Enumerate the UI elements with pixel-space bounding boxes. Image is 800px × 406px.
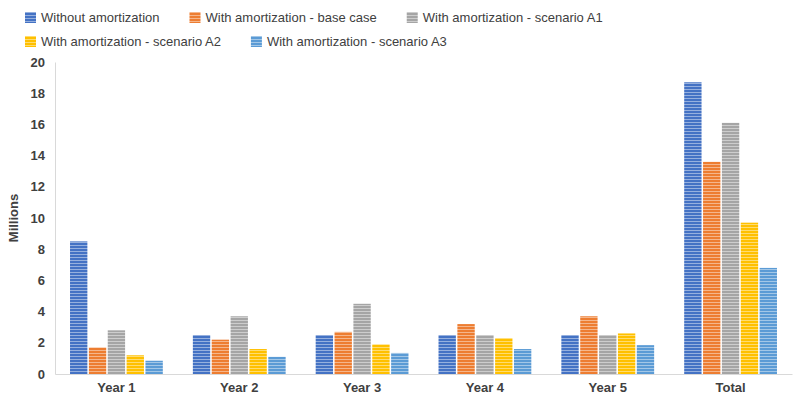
x-tick: Year 4 <box>466 374 505 395</box>
x-tick-label: Year 4 <box>466 380 505 395</box>
y-tick: 4 <box>38 304 55 319</box>
legend-item: With amortization - scenario A2 <box>25 34 221 49</box>
x-tick: Year 5 <box>589 374 627 395</box>
y-tick-label: 2 <box>38 335 45 350</box>
y-tick: 20 <box>31 55 55 70</box>
y-tick-label: 0 <box>38 367 45 382</box>
x-tick: Year 1 <box>97 374 135 395</box>
bar <box>561 335 578 374</box>
bar <box>618 333 635 374</box>
series <box>89 162 721 374</box>
bar <box>495 338 512 374</box>
bar <box>372 344 389 374</box>
bar <box>580 316 597 374</box>
x-tick: Total <box>716 374 746 395</box>
legend-item: With amortization - scenario A3 <box>251 34 447 49</box>
bar <box>89 347 106 374</box>
legend-label: With amortization - scenario A1 <box>423 10 603 25</box>
bar <box>514 349 531 374</box>
y-tick: 12 <box>31 179 55 194</box>
bar <box>703 162 720 374</box>
y-tick-label: 14 <box>31 148 46 163</box>
x-tick-label: Year 2 <box>220 380 258 395</box>
series <box>127 223 759 374</box>
y-tick-label: 6 <box>38 273 45 288</box>
bar <box>391 353 408 374</box>
x-axis-line <box>56 374 793 375</box>
y-tick: 8 <box>38 242 55 257</box>
bar <box>637 345 654 374</box>
series <box>145 268 777 374</box>
legend-item: Without amortization <box>25 10 160 25</box>
legend-swatch <box>251 36 262 47</box>
series <box>108 123 740 374</box>
bar <box>268 357 285 374</box>
y-tick-label: 12 <box>31 179 45 194</box>
legend-swatch <box>25 36 36 47</box>
y-tick: 14 <box>31 148 55 163</box>
y-axis: 0 2 4 6 8 10 12 14 16 18 20 <box>31 55 56 382</box>
y-tick: 6 <box>38 273 55 288</box>
legend-item: With amortization - scenario A1 <box>407 10 603 25</box>
legend-item: With amortization - base case <box>190 10 377 25</box>
legend-label: Without amortization <box>41 10 160 25</box>
x-tick-label: Year 5 <box>589 380 627 395</box>
bar <box>145 361 162 374</box>
bar <box>316 335 333 374</box>
series <box>70 82 702 374</box>
y-tick: 16 <box>31 117 55 132</box>
legend-label: With amortization - scenario A3 <box>267 34 447 49</box>
bar <box>70 241 87 374</box>
legend-label: With amortization - scenario A2 <box>41 34 221 49</box>
legend-swatch <box>25 12 36 23</box>
bar <box>457 324 474 374</box>
legend: Without amortization With amortization - … <box>25 10 603 49</box>
x-tick-label: Year 3 <box>343 380 381 395</box>
bar <box>684 82 701 374</box>
bar <box>127 355 144 374</box>
bar <box>353 304 370 374</box>
chart: 02468101214161820Year 1Year 2Year 3Year … <box>0 0 800 406</box>
y-tick-label: 8 <box>38 242 45 257</box>
bar <box>439 335 456 374</box>
y-tick-label: 10 <box>31 211 45 226</box>
y-tick: 0 <box>38 367 55 382</box>
bar <box>108 330 125 374</box>
bar <box>249 349 266 374</box>
legend-swatch <box>190 12 201 23</box>
x-tick-label: Year 1 <box>97 380 135 395</box>
bar <box>722 123 739 374</box>
y-axis-title: Millions <box>6 194 21 242</box>
bar <box>760 268 777 374</box>
y-tick-label: 16 <box>31 117 45 132</box>
x-axis: Year 1 Year 2 Year 3 Year 4 Year 5 Total <box>56 374 793 395</box>
bar <box>193 335 210 374</box>
y-tick: 10 <box>31 211 55 226</box>
y-tick-label: 18 <box>31 86 45 101</box>
bar <box>476 335 493 374</box>
y-tick-label: 4 <box>38 304 46 319</box>
x-tick: Year 3 <box>343 374 381 395</box>
bars <box>70 82 777 374</box>
bar <box>231 316 248 374</box>
y-axis-line <box>55 63 56 375</box>
y-tick: 18 <box>31 86 55 101</box>
y-tick: 2 <box>38 335 55 350</box>
bar <box>599 335 616 374</box>
legend-swatch <box>407 12 418 23</box>
legend-label: With amortization - base case <box>206 10 377 25</box>
bar <box>212 340 229 374</box>
y-tick-label: 20 <box>31 55 45 70</box>
bar <box>741 223 758 374</box>
bar <box>335 332 352 374</box>
x-tick-label: Total <box>716 380 746 395</box>
x-tick: Year 2 <box>220 374 258 395</box>
